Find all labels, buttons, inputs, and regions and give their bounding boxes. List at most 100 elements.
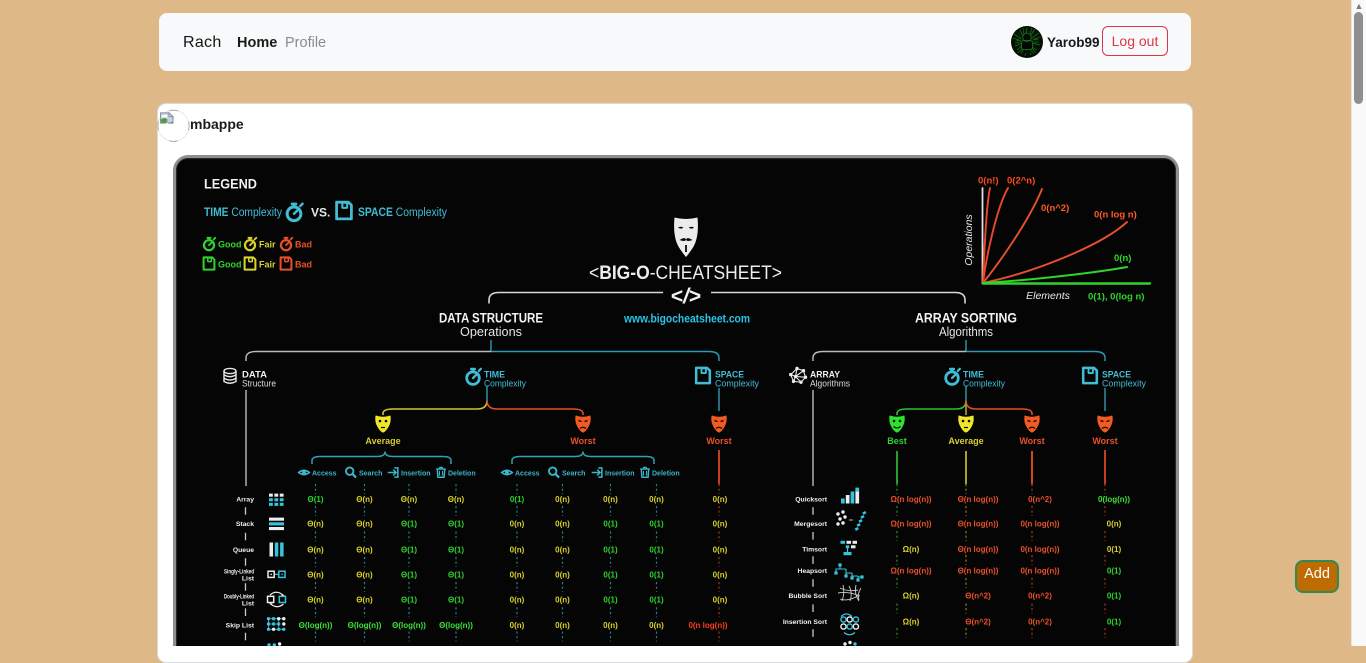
svg-text:Θ(1): Θ(1) [401,520,417,529]
svg-text:0(1): 0(1) [649,596,664,605]
svg-text:Worst: Worst [570,436,595,446]
svg-text:Bad: Bad [295,240,312,250]
svg-text:Θ(1): Θ(1) [448,596,464,605]
svg-text:List: List [242,575,255,582]
svg-text:Structure: Structure [242,379,276,389]
svg-text:SPACE Complexity: SPACE Complexity [358,207,447,219]
svg-text:0(n): 0(n) [713,546,728,555]
svg-text:Θ(log(n)): Θ(log(n)) [299,621,333,630]
svg-text:Θ(n log(n)): Θ(n log(n)) [958,520,999,529]
svg-text:Insertion: Insertion [605,471,635,478]
svg-text:ARRAY: ARRAY [810,370,840,380]
svg-text:Deletion: Deletion [448,471,476,478]
svg-text:0(n): 0(n) [555,546,570,555]
svg-text:Worst: Worst [1019,436,1044,446]
svg-text:Θ(1): Θ(1) [401,596,417,605]
svg-text:LEGEND: LEGEND [204,176,257,192]
svg-text:0(n): 0(n) [555,520,570,529]
svg-text:0(1), 0(log n): 0(1), 0(log n) [1088,292,1144,303]
svg-text:0(n): 0(n) [649,621,664,630]
svg-text:TIME Complexity: TIME Complexity [204,207,282,219]
svg-text:Skip List: Skip List [226,622,255,629]
svg-text:Θ(n): Θ(n) [356,546,373,555]
svg-text:Algorithms: Algorithms [939,325,993,339]
svg-text:Θ(n^2): Θ(n^2) [965,618,991,627]
svg-text:Θ(n): Θ(n) [307,546,324,555]
svg-text:Θ(n^2): Θ(n^2) [965,592,991,601]
svg-text:Average: Average [948,436,983,446]
svg-text:Θ(1): Θ(1) [401,571,417,580]
svg-text:Algorithms: Algorithms [810,379,850,389]
svg-text:Complexity: Complexity [715,379,759,389]
svg-text:Ω(n log(n)): Ω(n log(n)) [890,520,931,529]
svg-text:Ω(n log(n)): Ω(n log(n)) [890,567,931,576]
svg-text:Θ(n): Θ(n) [307,571,324,580]
svg-text:0(n): 0(n) [603,495,618,504]
svg-text:0(n): 0(n) [713,495,728,504]
svg-text:List: List [242,600,255,607]
svg-text:Operations: Operations [460,325,522,339]
svg-text:0(n): 0(n) [510,621,525,630]
svg-text:Θ(n): Θ(n) [401,495,418,504]
svg-text:Queue: Queue [233,547,254,554]
svg-text:Average: Average [365,436,400,446]
svg-text:Search: Search [359,471,382,478]
svg-text:Θ(n log(n)): Θ(n log(n)) [958,567,999,576]
svg-text:DATA: DATA [242,370,268,380]
svg-text:0(n): 0(n) [713,596,728,605]
svg-text:Θ(n): Θ(n) [307,520,324,529]
svg-text:TIME: TIME [484,370,505,380]
svg-text:Doubly-Linked: Doubly-Linked [224,594,254,601]
svg-text:0(2^n): 0(2^n) [1007,176,1035,187]
svg-text:Θ(1): Θ(1) [448,571,464,580]
svg-text:Array: Array [236,496,254,503]
svg-text:Θ(log(n)): Θ(log(n)) [348,621,382,630]
svg-text:0(1): 0(1) [603,520,618,529]
svg-text:0(n): 0(n) [555,596,570,605]
svg-text:Access: Access [312,471,337,478]
svg-text:Heapsort: Heapsort [798,568,828,575]
svg-text:Θ(n): Θ(n) [356,520,373,529]
svg-text:Elements: Elements [1026,290,1071,302]
svg-text:</>: </> [671,285,701,308]
svg-text:0(n log(n)): 0(n log(n)) [1020,567,1059,576]
svg-text:Ω(n log(n)): Ω(n log(n)) [890,495,931,504]
svg-text:Complexity: Complexity [1102,379,1146,389]
svg-text:0(n): 0(n) [1114,253,1131,264]
svg-text:0(n!): 0(n!) [978,176,999,187]
svg-text:www.bigocheatsheet.com: www.bigocheatsheet.com [623,314,750,326]
svg-text:Θ(1): Θ(1) [308,495,324,504]
svg-text:0(n): 0(n) [510,571,525,580]
svg-text:0(n log(n)): 0(n log(n)) [1020,545,1059,554]
svg-text:TIME: TIME [963,370,984,380]
svg-text:0(n): 0(n) [603,621,618,630]
svg-text:0(n): 0(n) [1107,520,1122,529]
svg-text:Singly-Linked: Singly-Linked [224,569,254,576]
svg-text:0(n): 0(n) [649,495,664,504]
svg-text:0(n): 0(n) [555,495,570,504]
svg-text:Θ(n log(n)): Θ(n log(n)) [958,545,999,554]
svg-text:0(n): 0(n) [510,520,525,529]
svg-text:0(n): 0(n) [555,621,570,630]
svg-text:Ω(n): Ω(n) [903,618,920,627]
svg-text:SPACE: SPACE [715,370,744,380]
svg-text:Ω(n): Ω(n) [903,545,920,554]
svg-text:Worst: Worst [706,436,731,446]
svg-text:Θ(n log(n)): Θ(n log(n)) [958,495,999,504]
svg-text:DATA STRUCTURE: DATA STRUCTURE [439,311,543,326]
svg-text:Θ(n): Θ(n) [307,596,324,605]
svg-text:0(log(n)): 0(log(n)) [1098,495,1130,504]
svg-text:0(n): 0(n) [510,546,525,555]
svg-text:Bubble Sort: Bubble Sort [788,593,827,600]
svg-text:0(n): 0(n) [555,571,570,580]
svg-text:Insertion: Insertion [401,471,431,478]
svg-text:Best: Best [887,436,907,446]
svg-text:Θ(n): Θ(n) [448,495,465,504]
svg-text:0(1): 0(1) [510,495,525,504]
svg-text:0(n): 0(n) [713,571,728,580]
svg-text:0(1): 0(1) [649,520,664,529]
svg-text:Stack: Stack [236,521,254,528]
svg-text:Mergesort: Mergesort [794,521,828,528]
svg-text:Complexity: Complexity [484,379,526,389]
svg-text:Θ(1): Θ(1) [448,546,464,555]
